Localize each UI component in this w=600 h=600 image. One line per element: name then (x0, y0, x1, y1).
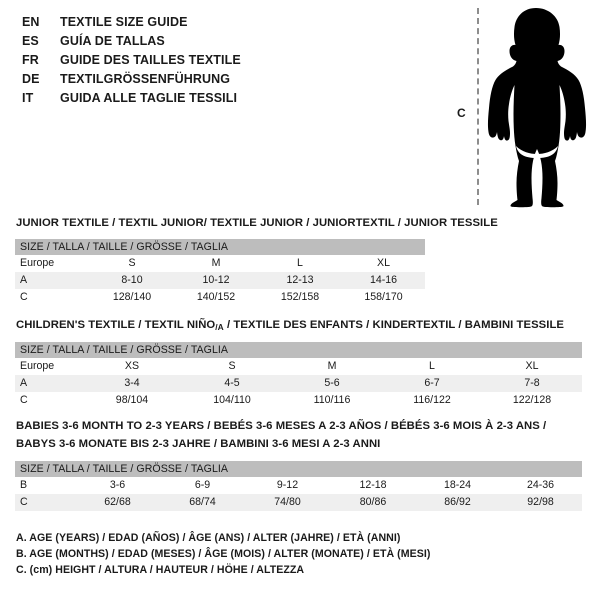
section-heading-children: CHILDREN'S TEXTILE / TEXTIL NIÑO/A / TEX… (16, 318, 564, 335)
language-row-es: ES GUÍA DE TALLAS (22, 32, 422, 51)
cell-value: 128/140 (90, 289, 174, 306)
cell-value: L (382, 358, 482, 375)
cell-value: S (182, 358, 282, 375)
language-title-block: EN TEXTILE SIZE GUIDE ES GUÍA DE TALLAS … (22, 13, 422, 108)
legend-block: A. AGE (YEARS) / EDAD (AÑOS) / ÂGE (ANS)… (16, 530, 430, 578)
heading-part-post: / TEXTILE DES ENFANTS / KINDERTEXTIL / B… (223, 319, 564, 331)
language-code-es: ES (22, 34, 39, 48)
legend-line-c: C. (cm) HEIGHT / ALTURA / HAUTEUR / HÖHE… (16, 564, 305, 576)
cell-value: 74/80 (245, 494, 330, 511)
cell-value: XL (482, 358, 583, 375)
language-row-de: DE TEXTILGRÖSSENFÜHRUNG (22, 70, 422, 89)
cell-value: 3-4 (82, 375, 182, 392)
cell-value: 80/86 (330, 494, 416, 511)
language-title-fr: GUIDE DES TAILLES TEXTILE (60, 53, 241, 67)
table-row: A 8-10 10-12 12-13 14-16 (15, 272, 426, 289)
cell-value: 68/74 (160, 494, 245, 511)
row-label: C (15, 289, 90, 306)
cell-value: 62/68 (75, 494, 160, 511)
cell-value: 6-9 (160, 477, 245, 494)
heading-part-pre: CHILDREN'S TEXTILE / TEXTIL NIÑO (16, 319, 216, 331)
cell-value: 4-5 (182, 375, 282, 392)
table-band-row: SIZE / TALLA / TAILLE / GRÖSSE / TAGLIA (15, 461, 583, 477)
cell-value: 14-16 (342, 272, 426, 289)
language-code-it: IT (22, 91, 34, 105)
cell-value: 122/128 (482, 392, 583, 409)
table-row: A 3-4 4-5 5-6 6-7 7-8 (15, 375, 583, 392)
cell-value: 24-36 (499, 477, 583, 494)
language-title-es: GUÍA DE TALLAS (60, 34, 165, 48)
height-dashed-line (477, 8, 479, 205)
language-row-fr: FR GUIDE DES TAILLES TEXTILE (22, 51, 422, 70)
row-label: Europe (15, 358, 82, 375)
row-label: Europe (15, 255, 90, 272)
children-size-table: SIZE / TALLA / TAILLE / GRÖSSE / TAGLIA … (15, 342, 583, 409)
cell-value: M (174, 255, 258, 272)
section-heading-babies-line1: BABIES 3-6 MONTH TO 2-3 YEARS / BEBÉS 3-… (16, 420, 547, 432)
size-band-label: SIZE / TALLA / TAILLE / GRÖSSE / TAGLIA (15, 461, 583, 477)
row-label: C (15, 392, 82, 409)
cell-value: 98/104 (82, 392, 182, 409)
table-row: C 128/140 140/152 152/158 158/170 (15, 289, 426, 306)
height-axis-label: C (457, 106, 466, 120)
cell-value: 12-13 (258, 272, 342, 289)
table-band-row: SIZE / TALLA / TAILLE / GRÖSSE / TAGLIA (15, 342, 583, 358)
cell-value: S (90, 255, 174, 272)
row-label: A (15, 272, 90, 289)
language-title-de: TEXTILGRÖSSENFÜHRUNG (60, 72, 231, 86)
heading-part-sub: /A (215, 322, 224, 332)
cell-value: XS (82, 358, 182, 375)
cell-value: 12-18 (330, 477, 416, 494)
row-label: B (15, 477, 75, 494)
language-title-en: TEXTILE SIZE GUIDE (60, 15, 188, 29)
cell-value: XL (342, 255, 426, 272)
cell-value: 86/92 (416, 494, 499, 511)
table-row: Europe S M L XL (15, 255, 426, 272)
cell-value: 110/116 (282, 392, 382, 409)
cell-value: 116/122 (382, 392, 482, 409)
toddler-silhouette-icon (487, 8, 587, 208)
cell-value: 18-24 (416, 477, 499, 494)
cell-value: 6-7 (382, 375, 482, 392)
cell-value: 8-10 (90, 272, 174, 289)
cell-value: 3-6 (75, 477, 160, 494)
cell-value: 140/152 (174, 289, 258, 306)
language-code-en: EN (22, 15, 40, 29)
babies-size-table: SIZE / TALLA / TAILLE / GRÖSSE / TAGLIA … (15, 461, 583, 511)
cell-value: L (258, 255, 342, 272)
section-heading-babies-line2: BABYS 3-6 MONATE BIS 2-3 JAHRE / BAMBINI… (16, 438, 381, 450)
table-row: B 3-6 6-9 9-12 12-18 18-24 24-36 (15, 477, 583, 494)
cell-value: 7-8 (482, 375, 583, 392)
cell-value: 5-6 (282, 375, 382, 392)
row-label: C (15, 494, 75, 511)
language-code-fr: FR (22, 53, 39, 67)
table-row: C 62/68 68/74 74/80 80/86 86/92 92/98 (15, 494, 583, 511)
row-label: A (15, 375, 82, 392)
language-title-it: GUIDA ALLE TAGLIE TESSILI (60, 91, 238, 105)
cell-value: 158/170 (342, 289, 426, 306)
cell-value: 10-12 (174, 272, 258, 289)
table-row: C 98/104 104/110 110/116 116/122 122/128 (15, 392, 583, 409)
size-band-label: SIZE / TALLA / TAILLE / GRÖSSE / TAGLIA (15, 342, 583, 358)
junior-size-table: SIZE / TALLA / TAILLE / GRÖSSE / TAGLIA … (15, 239, 426, 306)
table-band-row: SIZE / TALLA / TAILLE / GRÖSSE / TAGLIA (15, 239, 426, 255)
height-measurement-figure: C (450, 0, 600, 212)
size-band-label: SIZE / TALLA / TAILLE / GRÖSSE / TAGLIA (15, 239, 426, 255)
language-row-en: EN TEXTILE SIZE GUIDE (22, 13, 422, 32)
cell-value: 104/110 (182, 392, 282, 409)
table-row: Europe XS S M L XL (15, 358, 583, 375)
legend-line-a: A. AGE (YEARS) / EDAD (AÑOS) / ÂGE (ANS)… (16, 532, 401, 544)
cell-value: 9-12 (245, 477, 330, 494)
cell-value: M (282, 358, 382, 375)
section-heading-junior: JUNIOR TEXTILE / TEXTIL JUNIOR/ TEXTILE … (16, 217, 498, 229)
language-row-it: IT GUIDA ALLE TAGLIE TESSILI (22, 89, 422, 108)
cell-value: 152/158 (258, 289, 342, 306)
legend-line-b: B. AGE (MONTHS) / EDAD (MESES) / ÂGE (MO… (16, 548, 431, 560)
language-code-de: DE (22, 72, 40, 86)
cell-value: 92/98 (499, 494, 583, 511)
